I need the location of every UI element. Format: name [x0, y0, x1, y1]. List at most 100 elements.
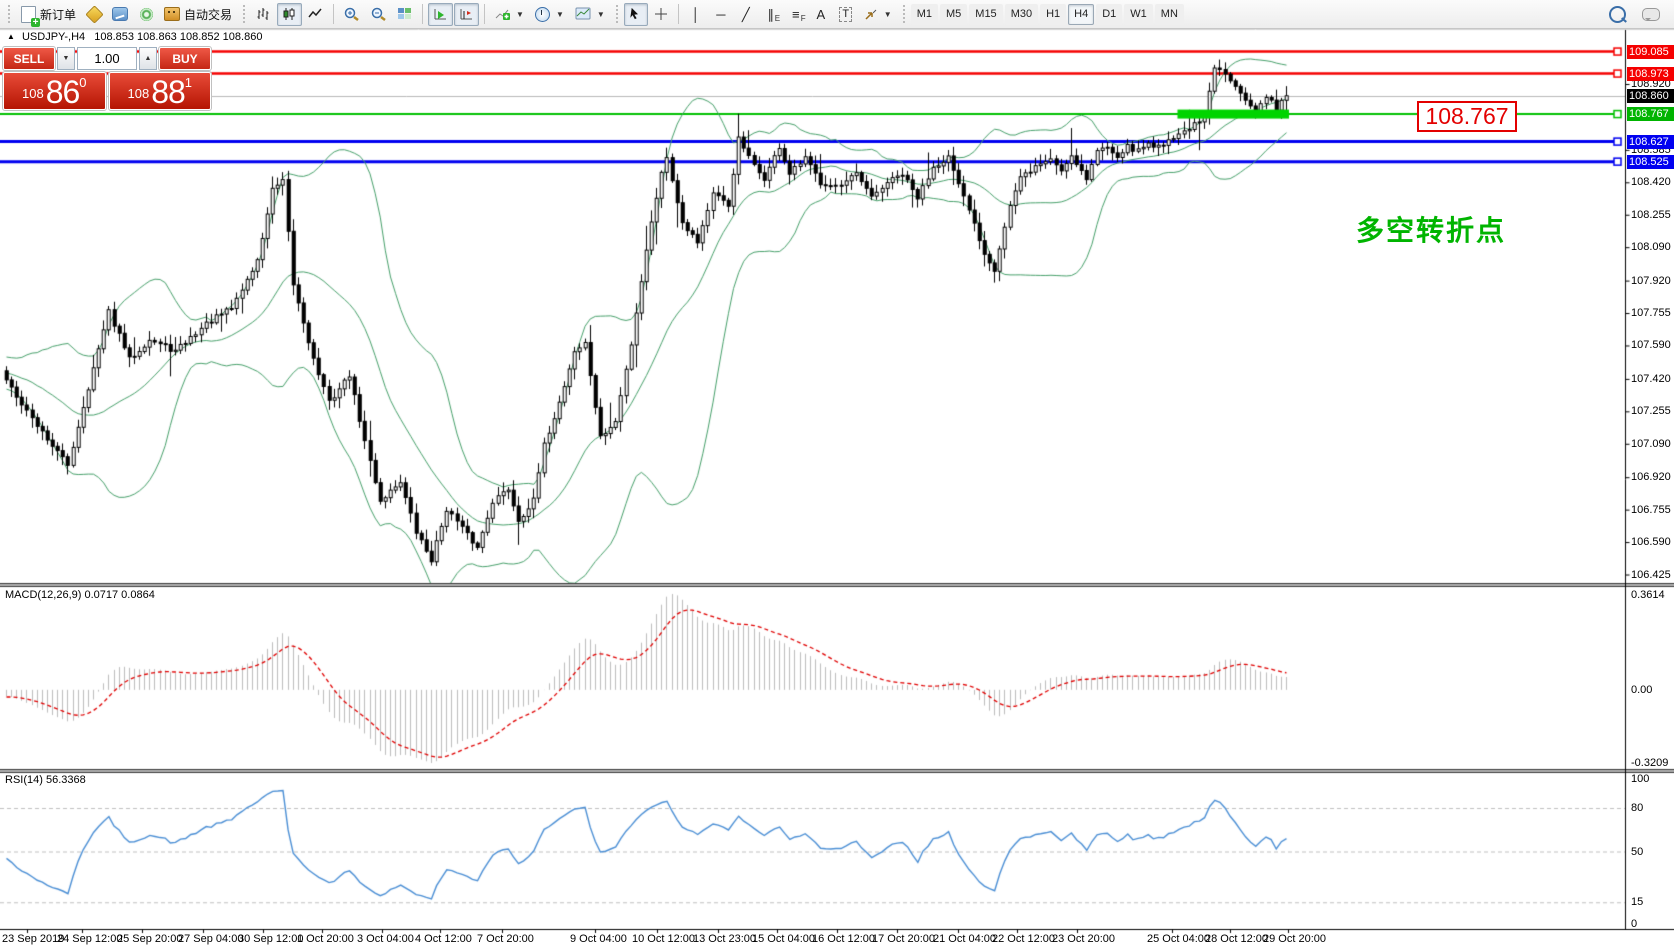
- toolbar-grip[interactable]: [6, 5, 12, 23]
- macd-axis-min: -0.3209: [1631, 757, 1669, 769]
- buy-price-big: 88: [151, 74, 186, 110]
- timeframe-m15[interactable]: M15: [969, 3, 1003, 25]
- tile-windows-button[interactable]: [393, 3, 417, 26]
- macd-axis-max: 0.3614: [1631, 589, 1665, 601]
- auto-scroll-icon: [434, 9, 447, 20]
- autotrading-label: 自动交易: [184, 7, 233, 22]
- buy-price-sup: 1: [184, 75, 193, 90]
- rsi-axis-label: 100: [1631, 773, 1650, 785]
- timeframe-group: M1 M5 M15 M30 H1 H4 D1 W1 MN: [910, 3, 1184, 25]
- volume-increase-button[interactable]: ▲: [139, 47, 157, 70]
- sell-price[interactable]: 108 86 0: [2, 71, 107, 111]
- zoom-in-button[interactable]: [339, 3, 365, 26]
- sell-price-prefix: 108: [21, 86, 44, 101]
- timeframe-m1[interactable]: M1: [910, 3, 938, 25]
- market-icon: [112, 7, 129, 21]
- volume-input[interactable]: 1.00: [77, 47, 137, 70]
- dropdown-caret-icon: ▼: [555, 9, 564, 19]
- toolbar-grip[interactable]: [241, 5, 248, 23]
- line-chart-icon: [308, 8, 322, 18]
- time-label: 25 Oct 04:00: [1147, 933, 1210, 945]
- chat-button[interactable]: [1637, 3, 1665, 26]
- autotrading-button[interactable]: 自动交易: [159, 3, 237, 26]
- price-tick: 108.420: [1631, 176, 1671, 189]
- timeframe-m30[interactable]: M30: [1004, 3, 1039, 25]
- cursor-button[interactable]: [623, 2, 648, 26]
- fibonacci-button[interactable]: ≡ F: [784, 3, 808, 26]
- fibonacci-icon: ≡ F: [792, 6, 806, 23]
- search-button[interactable]: [1604, 3, 1631, 26]
- price-tick: 107.920: [1631, 274, 1671, 287]
- sell-button[interactable]: SELL: [2, 46, 56, 71]
- collapse-icon[interactable]: ▲: [7, 32, 15, 41]
- trendline-button[interactable]: ╱: [734, 3, 758, 26]
- toolbar-grip[interactable]: [613, 5, 620, 23]
- ohlc-values: 108.853 108.863 108.852 108.860: [94, 31, 263, 43]
- templates-button[interactable]: ▼: [570, 3, 610, 26]
- price-tick: 107.420: [1631, 372, 1671, 385]
- macd-label: MACD(12,26,9) 0.0717 0.0864: [5, 589, 155, 601]
- rsi-axis-label: 50: [1631, 845, 1644, 858]
- arrows-button[interactable]: ▼: [859, 3, 897, 26]
- price-tick: 107.755: [1631, 307, 1671, 320]
- timeframe-m5[interactable]: M5: [940, 3, 968, 25]
- buy-price[interactable]: 108 88 1: [107, 71, 212, 111]
- indicators-icon: [495, 9, 511, 20]
- time-label: 24 Sep 12:00: [57, 933, 123, 945]
- time-label: 22 Oct 12:00: [992, 933, 1055, 945]
- timeframe-mn[interactable]: MN: [1154, 3, 1184, 25]
- equidistant-channel-icon: ∥ E: [767, 6, 781, 23]
- market-button[interactable]: [107, 3, 133, 26]
- new-order-button[interactable]: + 新订单: [16, 3, 81, 27]
- tile-windows-icon: [398, 8, 412, 20]
- candlestick-button[interactable]: [277, 2, 303, 26]
- text-button[interactable]: A: [809, 3, 833, 26]
- crosshair-button[interactable]: [649, 3, 673, 26]
- channel-button[interactable]: ∥ E: [759, 3, 783, 26]
- timeframe-d1[interactable]: D1: [1096, 3, 1123, 25]
- price-tick: 106.425: [1631, 568, 1671, 581]
- periods-button[interactable]: ▼: [530, 3, 569, 26]
- text-icon: A: [816, 6, 826, 22]
- signals-button[interactable]: [134, 3, 158, 26]
- buy-button[interactable]: BUY: [158, 46, 212, 71]
- text-label-button[interactable]: T: [834, 3, 858, 26]
- symbol-name: USDJPY-,H4: [21, 31, 86, 43]
- timeframe-h1[interactable]: H1: [1040, 3, 1067, 25]
- new-order-icon: +: [21, 5, 40, 27]
- indicators-button[interactable]: ▼: [490, 3, 529, 26]
- text-label-icon: T: [839, 6, 853, 22]
- vertical-line-button[interactable]: │: [684, 3, 708, 26]
- toolbar-grip[interactable]: [900, 5, 907, 23]
- chart-shift-button[interactable]: [454, 2, 480, 26]
- candlestick-icon: [283, 8, 295, 20]
- dropdown-caret-icon: ▼: [516, 9, 524, 19]
- turning-point-annotation[interactable]: 多空转折点: [1356, 215, 1507, 246]
- mql5-button[interactable]: [82, 3, 106, 26]
- time-label: 29 Oct 20:00: [1263, 933, 1326, 945]
- line-chart-button[interactable]: [303, 3, 328, 26]
- price-tick: 106.920: [1631, 471, 1671, 484]
- time-label: 28 Oct 12:00: [1205, 933, 1268, 945]
- time-label: 15 Oct 04:00: [752, 933, 815, 945]
- zoom-out-icon: [371, 7, 386, 21]
- bar-chart-button[interactable]: [251, 3, 276, 26]
- volume-decrease-button[interactable]: ▼: [57, 47, 75, 70]
- timeframe-w1[interactable]: W1: [1124, 3, 1153, 25]
- timeframe-h4[interactable]: H4: [1068, 3, 1095, 25]
- price-tick: 108.090: [1631, 241, 1671, 254]
- time-label: 25 Sep 20:00: [117, 933, 183, 945]
- auto-scroll-button[interactable]: [428, 2, 454, 26]
- mql5-icon: [84, 4, 104, 24]
- zoom-out-button[interactable]: [366, 3, 392, 26]
- chat-icon: [1642, 7, 1660, 21]
- time-label: 3 Oct 04:00: [357, 933, 414, 945]
- buy-price-prefix: 108: [127, 86, 150, 101]
- price-badge: 108.525: [1627, 154, 1674, 169]
- time-label: 23 Sep 2019: [2, 933, 65, 945]
- price-annotation-box[interactable]: 108.767: [1417, 101, 1517, 132]
- price-tick: 107.255: [1631, 405, 1671, 418]
- horizontal-line-button[interactable]: ─: [709, 3, 733, 26]
